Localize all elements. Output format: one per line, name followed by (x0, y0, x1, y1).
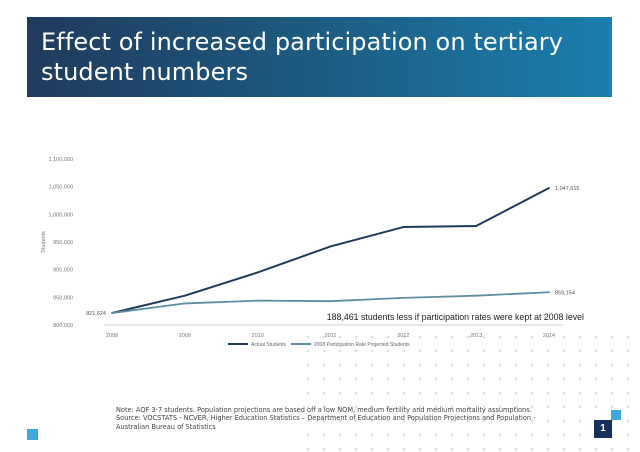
end-actual-value-label: 1,047,615 (555, 186, 579, 192)
y-tick-label: 850,000 (53, 295, 73, 301)
data-point (111, 312, 113, 314)
y-tick-label: 800,000 (53, 323, 73, 329)
data-point (548, 291, 550, 294)
x-tick-label: 2008 (106, 333, 118, 339)
data-point (402, 296, 405, 299)
accent-square-left (27, 429, 38, 440)
slide-title: Effect of increased participation on ter… (41, 28, 564, 86)
callout-annotation: 188,461 students less if participation r… (327, 312, 584, 322)
data-point (329, 245, 332, 248)
x-tick-label: 2011 (325, 333, 337, 339)
legend-label: Actual Students (251, 342, 287, 348)
x-tick-label: 2014 (543, 333, 555, 339)
page-number: 1 (594, 420, 612, 438)
y-tick-label: 1,000,000 (49, 212, 73, 218)
source-note: Note: AQF 3-7 students. Population proje… (116, 406, 536, 431)
y-axis-title: Students (41, 231, 47, 253)
series-line-projected (111, 291, 550, 314)
data-point (183, 302, 186, 305)
decorative-dot-pattern (300, 330, 640, 452)
data-point (475, 225, 478, 227)
y-tick-label: 1,050,000 (49, 185, 73, 191)
x-tick-label: 2009 (179, 333, 191, 339)
accent-square-right (611, 410, 621, 420)
title-banner: Effect of increased participation on ter… (27, 17, 612, 97)
note-line-source: Source: VOCSTATS - NCVER, Higher Educati… (116, 414, 536, 431)
x-tick-label: 2013 (470, 333, 482, 339)
data-point (548, 187, 550, 189)
y-tick-label: 950,000 (53, 240, 73, 246)
y-tick-label: 900,000 (53, 268, 73, 274)
data-point (329, 300, 332, 303)
data-point (475, 294, 478, 297)
start-value-label: 821,624 (86, 311, 106, 317)
data-point (402, 226, 405, 228)
data-point (183, 294, 186, 297)
note-line-assumptions: Note: AQF 3-7 students. Population proje… (116, 406, 532, 414)
data-point (256, 271, 259, 274)
data-point (256, 299, 259, 302)
x-tick-label: 2010 (252, 333, 264, 339)
y-tick-label: 1,100,000 (49, 157, 73, 163)
x-tick-label: 2012 (397, 333, 409, 339)
legend-label: 2008 Participation Rate Projected Studen… (314, 342, 410, 348)
end-projected-value-label: 859,154 (555, 290, 575, 296)
series-line-actual (111, 187, 550, 315)
